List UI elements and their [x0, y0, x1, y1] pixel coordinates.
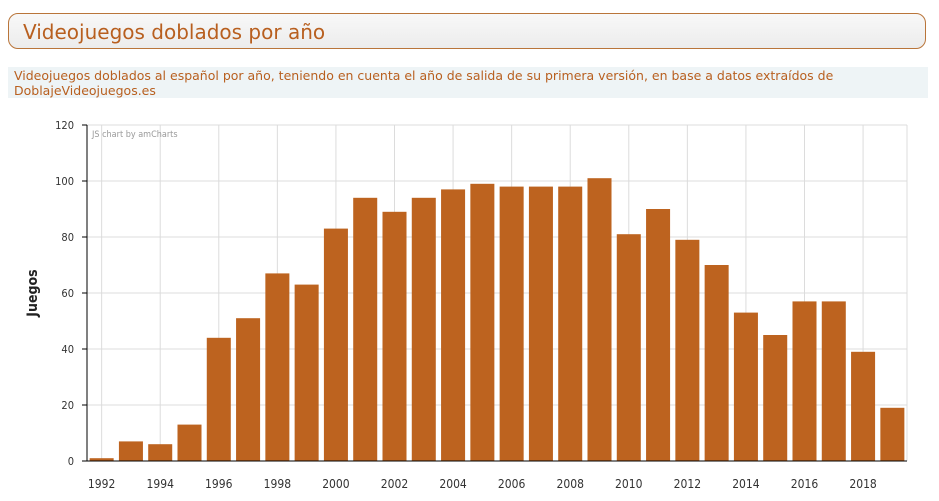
- x-tick-label: 2018: [849, 477, 877, 491]
- title-panel: Videojuegos doblados por año: [8, 13, 926, 49]
- chart-area: 0 20 40 60 80 100 120 1992 1994 1996 1998 2000 2002 2…: [0, 105, 939, 497]
- x-tick-label: 2010: [615, 477, 643, 491]
- bar-2013[interactable]: [704, 265, 729, 461]
- bar-2010[interactable]: [616, 234, 641, 461]
- y-tick-label: 20: [61, 399, 74, 412]
- x-tick-label: 2000: [322, 477, 350, 491]
- y-tick-label: 120: [55, 119, 74, 132]
- bar-1999[interactable]: [294, 284, 319, 461]
- bar-1996[interactable]: [206, 337, 231, 461]
- bar-2012[interactable]: [675, 239, 700, 461]
- bar-2001[interactable]: [353, 197, 378, 462]
- amcharts-credit[interactable]: JS chart by amCharts: [91, 130, 178, 140]
- bar-2019[interactable]: [880, 407, 905, 461]
- x-tick-label: 2014: [732, 477, 760, 491]
- y-tick-label: 80: [61, 231, 74, 244]
- bar-2014[interactable]: [733, 312, 758, 461]
- x-tick-label: 2016: [791, 477, 819, 491]
- y-tick-label: 100: [55, 175, 74, 188]
- bar-2011[interactable]: [646, 209, 671, 461]
- bar-2002[interactable]: [382, 211, 407, 461]
- chart-description: Videojuegos doblados al español por año,…: [8, 67, 928, 98]
- x-tick-label: 1998: [264, 477, 292, 491]
- y-tick-label: 60: [61, 287, 74, 300]
- bar-chart: 0 20 40 60 80 100 120 1992 1994 1996 1998 2000 2002 2…: [25, 119, 908, 491]
- x-tick-label: 2012: [674, 477, 701, 491]
- x-tick-label: 1992: [88, 477, 115, 491]
- bar-2003[interactable]: [411, 197, 436, 462]
- x-tick-label: 1994: [146, 477, 174, 491]
- bar-1994[interactable]: [148, 444, 173, 461]
- bar-1993[interactable]: [118, 441, 143, 461]
- x-tick-label: 2008: [556, 477, 584, 491]
- bar-1997[interactable]: [236, 318, 261, 461]
- page-title: Videojuegos doblados por año: [23, 20, 326, 44]
- x-tick-label: 1996: [205, 477, 233, 491]
- bar-2009[interactable]: [587, 178, 612, 461]
- bar-2017[interactable]: [821, 301, 846, 461]
- x-tick-label: 2004: [439, 477, 467, 491]
- y-axis-title: Juegos: [25, 269, 41, 317]
- bar-2006[interactable]: [499, 186, 524, 461]
- bar-2008[interactable]: [558, 186, 583, 461]
- bar-2015[interactable]: [763, 335, 788, 461]
- bar-2004[interactable]: [441, 189, 466, 461]
- bar-2007[interactable]: [528, 186, 553, 461]
- x-tick-label: 2002: [381, 477, 408, 491]
- bar-2018[interactable]: [851, 351, 876, 461]
- bar-1995[interactable]: [177, 424, 202, 461]
- y-tick-label: 40: [61, 343, 74, 356]
- bar-1998[interactable]: [265, 273, 290, 461]
- bar-2016[interactable]: [792, 301, 817, 461]
- bar-2005[interactable]: [470, 183, 495, 462]
- bar-2000[interactable]: [323, 228, 348, 461]
- bar-1992[interactable]: [89, 458, 114, 461]
- y-tick-label: 0: [68, 455, 74, 468]
- x-tick-label: 2006: [498, 477, 526, 491]
